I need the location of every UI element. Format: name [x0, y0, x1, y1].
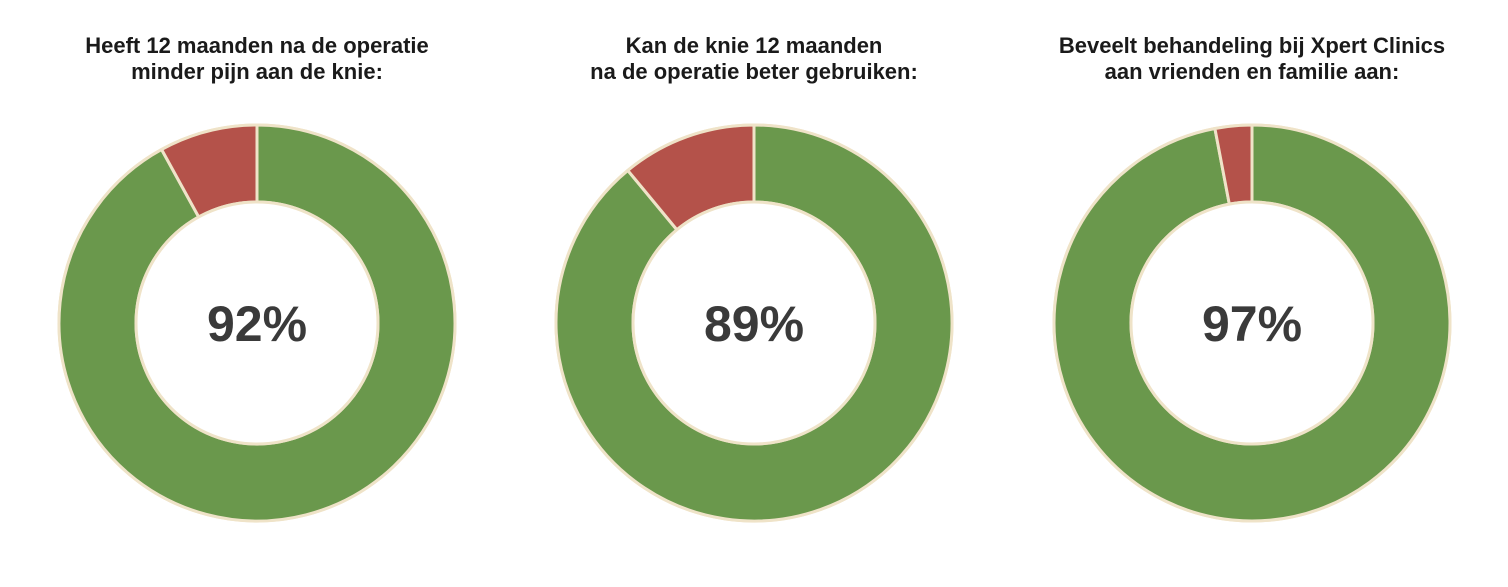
donut-slices [1052, 123, 1452, 523]
donut-hole [631, 200, 877, 446]
chart-panel-3: Beveelt behandeling bij Xpert Clinics aa… [1002, 0, 1502, 587]
donut-slices [554, 123, 954, 523]
center-percentage: 92% [207, 296, 307, 352]
center-percentage: 97% [1202, 296, 1302, 352]
donut-hole [134, 200, 380, 446]
donut-chart: 97% [1052, 123, 1452, 523]
donut-slices [57, 123, 457, 523]
chart-title: Beveelt behandeling bij Xpert Clinics aa… [1058, 33, 1446, 84]
chart-panel-1: Heeft 12 maanden na de operatie minder p… [7, 0, 507, 587]
center-percentage: 89% [704, 296, 804, 352]
donut-chart: 92% [57, 123, 457, 523]
donut-hole [1129, 200, 1375, 446]
chart-title: Heeft 12 maanden na de operatie minder p… [85, 33, 429, 84]
chart-panel-2: Kan de knie 12 maanden na de operatie be… [504, 0, 1004, 587]
donut-chart: 89% [554, 123, 954, 523]
chart-title: Kan de knie 12 maanden na de operatie be… [590, 33, 918, 84]
